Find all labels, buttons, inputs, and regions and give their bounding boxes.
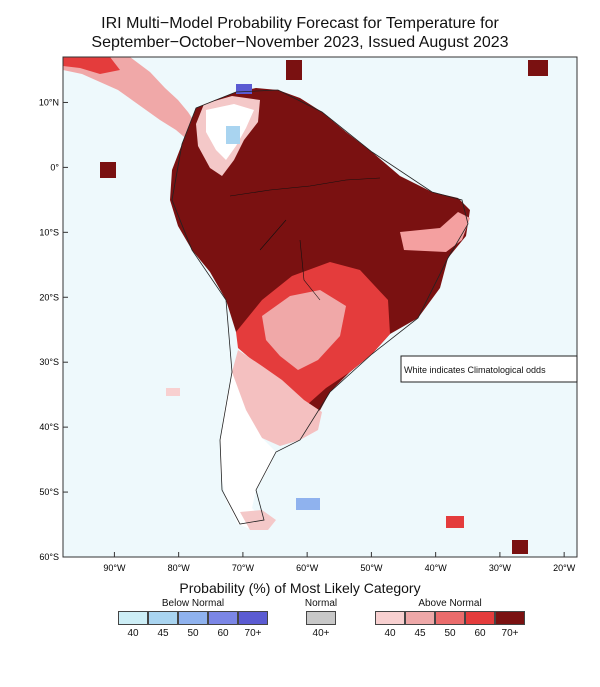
river-lines — [229, 177, 381, 301]
lon-tick-label: 40°W — [425, 563, 448, 573]
title-line-2: September−October−November 2023, Issued … — [91, 34, 509, 51]
lon-tick-label: 20°W — [553, 563, 576, 573]
legend-swatch-normal — [306, 611, 336, 625]
lon-tick-label: 30°W — [489, 563, 512, 573]
legend-swatch-label: 40 — [384, 628, 396, 639]
legend-swatch-above — [375, 611, 405, 625]
annotation-box — [400, 355, 578, 383]
patagonia-south-tip — [240, 510, 276, 530]
falklands-patch — [296, 498, 320, 510]
title-line-1: IRI Multi−Model Probability Forecast for… — [101, 15, 499, 32]
lon-tick-label: 60°W — [296, 563, 319, 573]
lon-tick-label: 70°W — [232, 563, 255, 573]
lat-tick-label: 50°S — [39, 487, 59, 497]
legend-swatch-label: 40 — [127, 628, 139, 639]
caribbean-cool-patch — [236, 84, 252, 94]
legend-swatch-above — [465, 611, 495, 625]
central-america-region — [63, 57, 200, 142]
legend-swatch-below — [148, 611, 178, 625]
lat-tick-label: 60°S — [39, 552, 59, 562]
coastline-outline — [171, 89, 469, 525]
legend-above-label: Above Normal — [418, 598, 482, 609]
lon-tick-label: 50°W — [360, 563, 383, 573]
lon-tick-label: 90°W — [103, 563, 126, 573]
legend-title: Probability (%) of Most Likely Category — [179, 580, 421, 596]
central-america-hot — [63, 57, 120, 74]
legend-below-label: Below Normal — [161, 598, 225, 609]
central-region-45 — [262, 290, 346, 370]
legend-swatch-above — [495, 611, 525, 625]
south-region-45 — [232, 350, 322, 446]
lat-tick-label: 40°S — [39, 422, 59, 432]
legend-swatch-label: 50 — [187, 628, 199, 639]
lat-tick-label: 10°S — [39, 227, 59, 237]
legend-swatch-label: 45 — [414, 628, 426, 639]
pacific-patch-1 — [100, 162, 116, 178]
caribbean-patch-3 — [286, 60, 302, 80]
atlantic-patch-1 — [512, 540, 528, 554]
south-georgia-patch — [446, 516, 464, 528]
legend-swatch-label: 45 — [157, 628, 169, 639]
map-title: IRI Multi−Model Probability Forecast for… — [0, 14, 600, 52]
map-frame — [62, 56, 578, 558]
legend-swatch-label: 50 — [444, 628, 456, 639]
continent-region-70 — [170, 88, 470, 440]
legend-swatch-below — [178, 611, 208, 625]
lat-tick-label: 10°N — [39, 97, 59, 107]
legend-swatch-label: 40+ — [312, 628, 330, 639]
legend-swatch-below — [118, 611, 148, 625]
legend-swatch-below — [238, 611, 268, 625]
legend-swatch-below — [208, 611, 238, 625]
longitude-ticks: 90°W 80°W 70°W 60°W 50°W 40°W 30°W 20°W — [103, 552, 576, 573]
lat-tick-label: 20°S — [39, 292, 59, 302]
legend-swatch-label: 70+ — [501, 628, 519, 639]
legend-swatch-above — [405, 611, 435, 625]
legend-swatch-label: 60 — [474, 628, 486, 639]
colombia-cool-patch — [226, 126, 240, 144]
annotation-text: White indicates Climatological odds — [404, 365, 546, 375]
latitude-ticks: 10°N 0° 10°S 20°S 30°S 40°S 50°S 60°S — [39, 97, 68, 562]
legend-swatch-above — [435, 611, 465, 625]
atlantic-patch-2 — [528, 60, 548, 76]
lat-tick-label: 30°S — [39, 357, 59, 367]
northeast-brazil-region — [400, 212, 470, 252]
patagonia-region — [220, 372, 276, 530]
legend-swatch-label: 70+ — [244, 628, 262, 639]
pacific-patch-2 — [166, 388, 180, 396]
forecast-map: 10°N 0° 10°S 20°S 30°S 40°S 50°S 60°S 90°W 80°W 7… — [39, 56, 578, 573]
legend-normal-label: Normal — [304, 598, 338, 609]
legend-swatch-label: 60 — [217, 628, 229, 639]
lon-tick-label: 80°W — [168, 563, 191, 573]
lat-tick-label: 0° — [50, 162, 59, 172]
